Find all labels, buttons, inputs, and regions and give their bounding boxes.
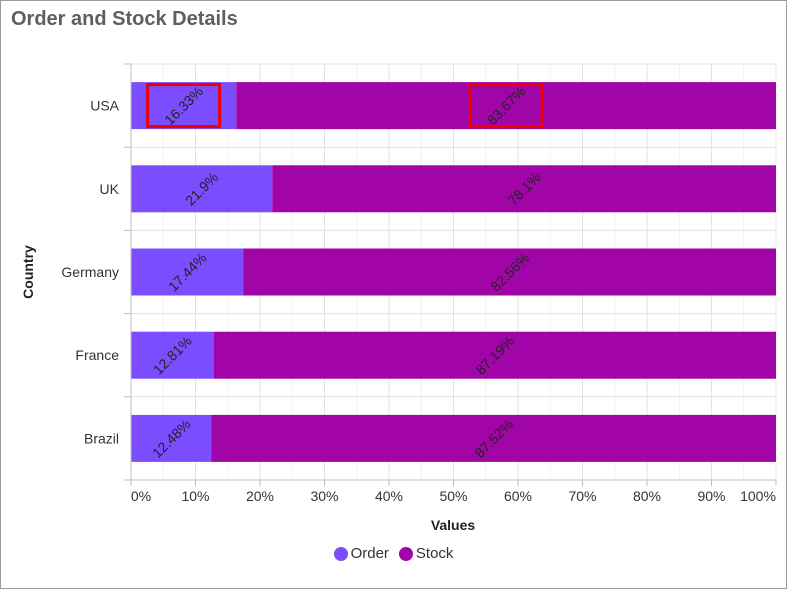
bar-order-brazil[interactable] bbox=[131, 414, 212, 462]
x-tick-label: 0% bbox=[131, 488, 151, 504]
bar-stock-uk[interactable] bbox=[272, 165, 776, 213]
legend-swatch-stock bbox=[398, 546, 413, 561]
x-tick-label: 40% bbox=[375, 488, 403, 504]
bar-stock-france[interactable] bbox=[213, 331, 776, 379]
y-tick-label: USA bbox=[90, 98, 119, 114]
legend-label-stock: Stock bbox=[415, 545, 454, 562]
x-tick-label: 80% bbox=[633, 488, 661, 504]
x-tick-label: 70% bbox=[568, 488, 596, 504]
x-axis-title: Values bbox=[431, 517, 476, 533]
x-tick-label: 10% bbox=[181, 488, 209, 504]
highlight-boxes bbox=[146, 83, 544, 129]
bar-stock-germany[interactable] bbox=[243, 248, 776, 296]
bar-order-france[interactable] bbox=[131, 331, 214, 379]
bar-stock-usa[interactable] bbox=[236, 82, 777, 130]
y-axis-title: Country bbox=[20, 245, 36, 299]
x-tick-label: 20% bbox=[246, 488, 274, 504]
highlight-box bbox=[146, 83, 222, 129]
axes: USA UK Germany France Brazil 0% 10% 20% 30% 40% 50… bbox=[61, 63, 777, 504]
chart-title: Order and Stock Details bbox=[11, 8, 238, 30]
highlight-box bbox=[468, 83, 544, 129]
x-tick-label: 60% bbox=[504, 488, 532, 504]
bar-stock-brazil[interactable] bbox=[211, 414, 777, 462]
x-tick-label: 90% bbox=[697, 488, 725, 504]
x-tick-label: 30% bbox=[310, 488, 338, 504]
y-tick-label: Brazil bbox=[84, 430, 119, 446]
bar-order-uk[interactable] bbox=[131, 165, 273, 213]
y-tick-label: Germany bbox=[61, 264, 119, 280]
y-tick-label: France bbox=[75, 347, 119, 363]
legend: Order Stock bbox=[0, 545, 787, 562]
legend-item-order[interactable]: Order bbox=[333, 545, 389, 562]
legend-label-order: Order bbox=[350, 545, 389, 562]
legend-item-stock[interactable]: Stock bbox=[398, 545, 454, 562]
x-tick-label: 50% bbox=[439, 488, 467, 504]
bar-order-germany[interactable] bbox=[131, 248, 244, 296]
x-tick-label: 100% bbox=[740, 488, 776, 504]
y-tick-label: UK bbox=[100, 181, 120, 197]
legend-swatch-order bbox=[333, 546, 348, 561]
